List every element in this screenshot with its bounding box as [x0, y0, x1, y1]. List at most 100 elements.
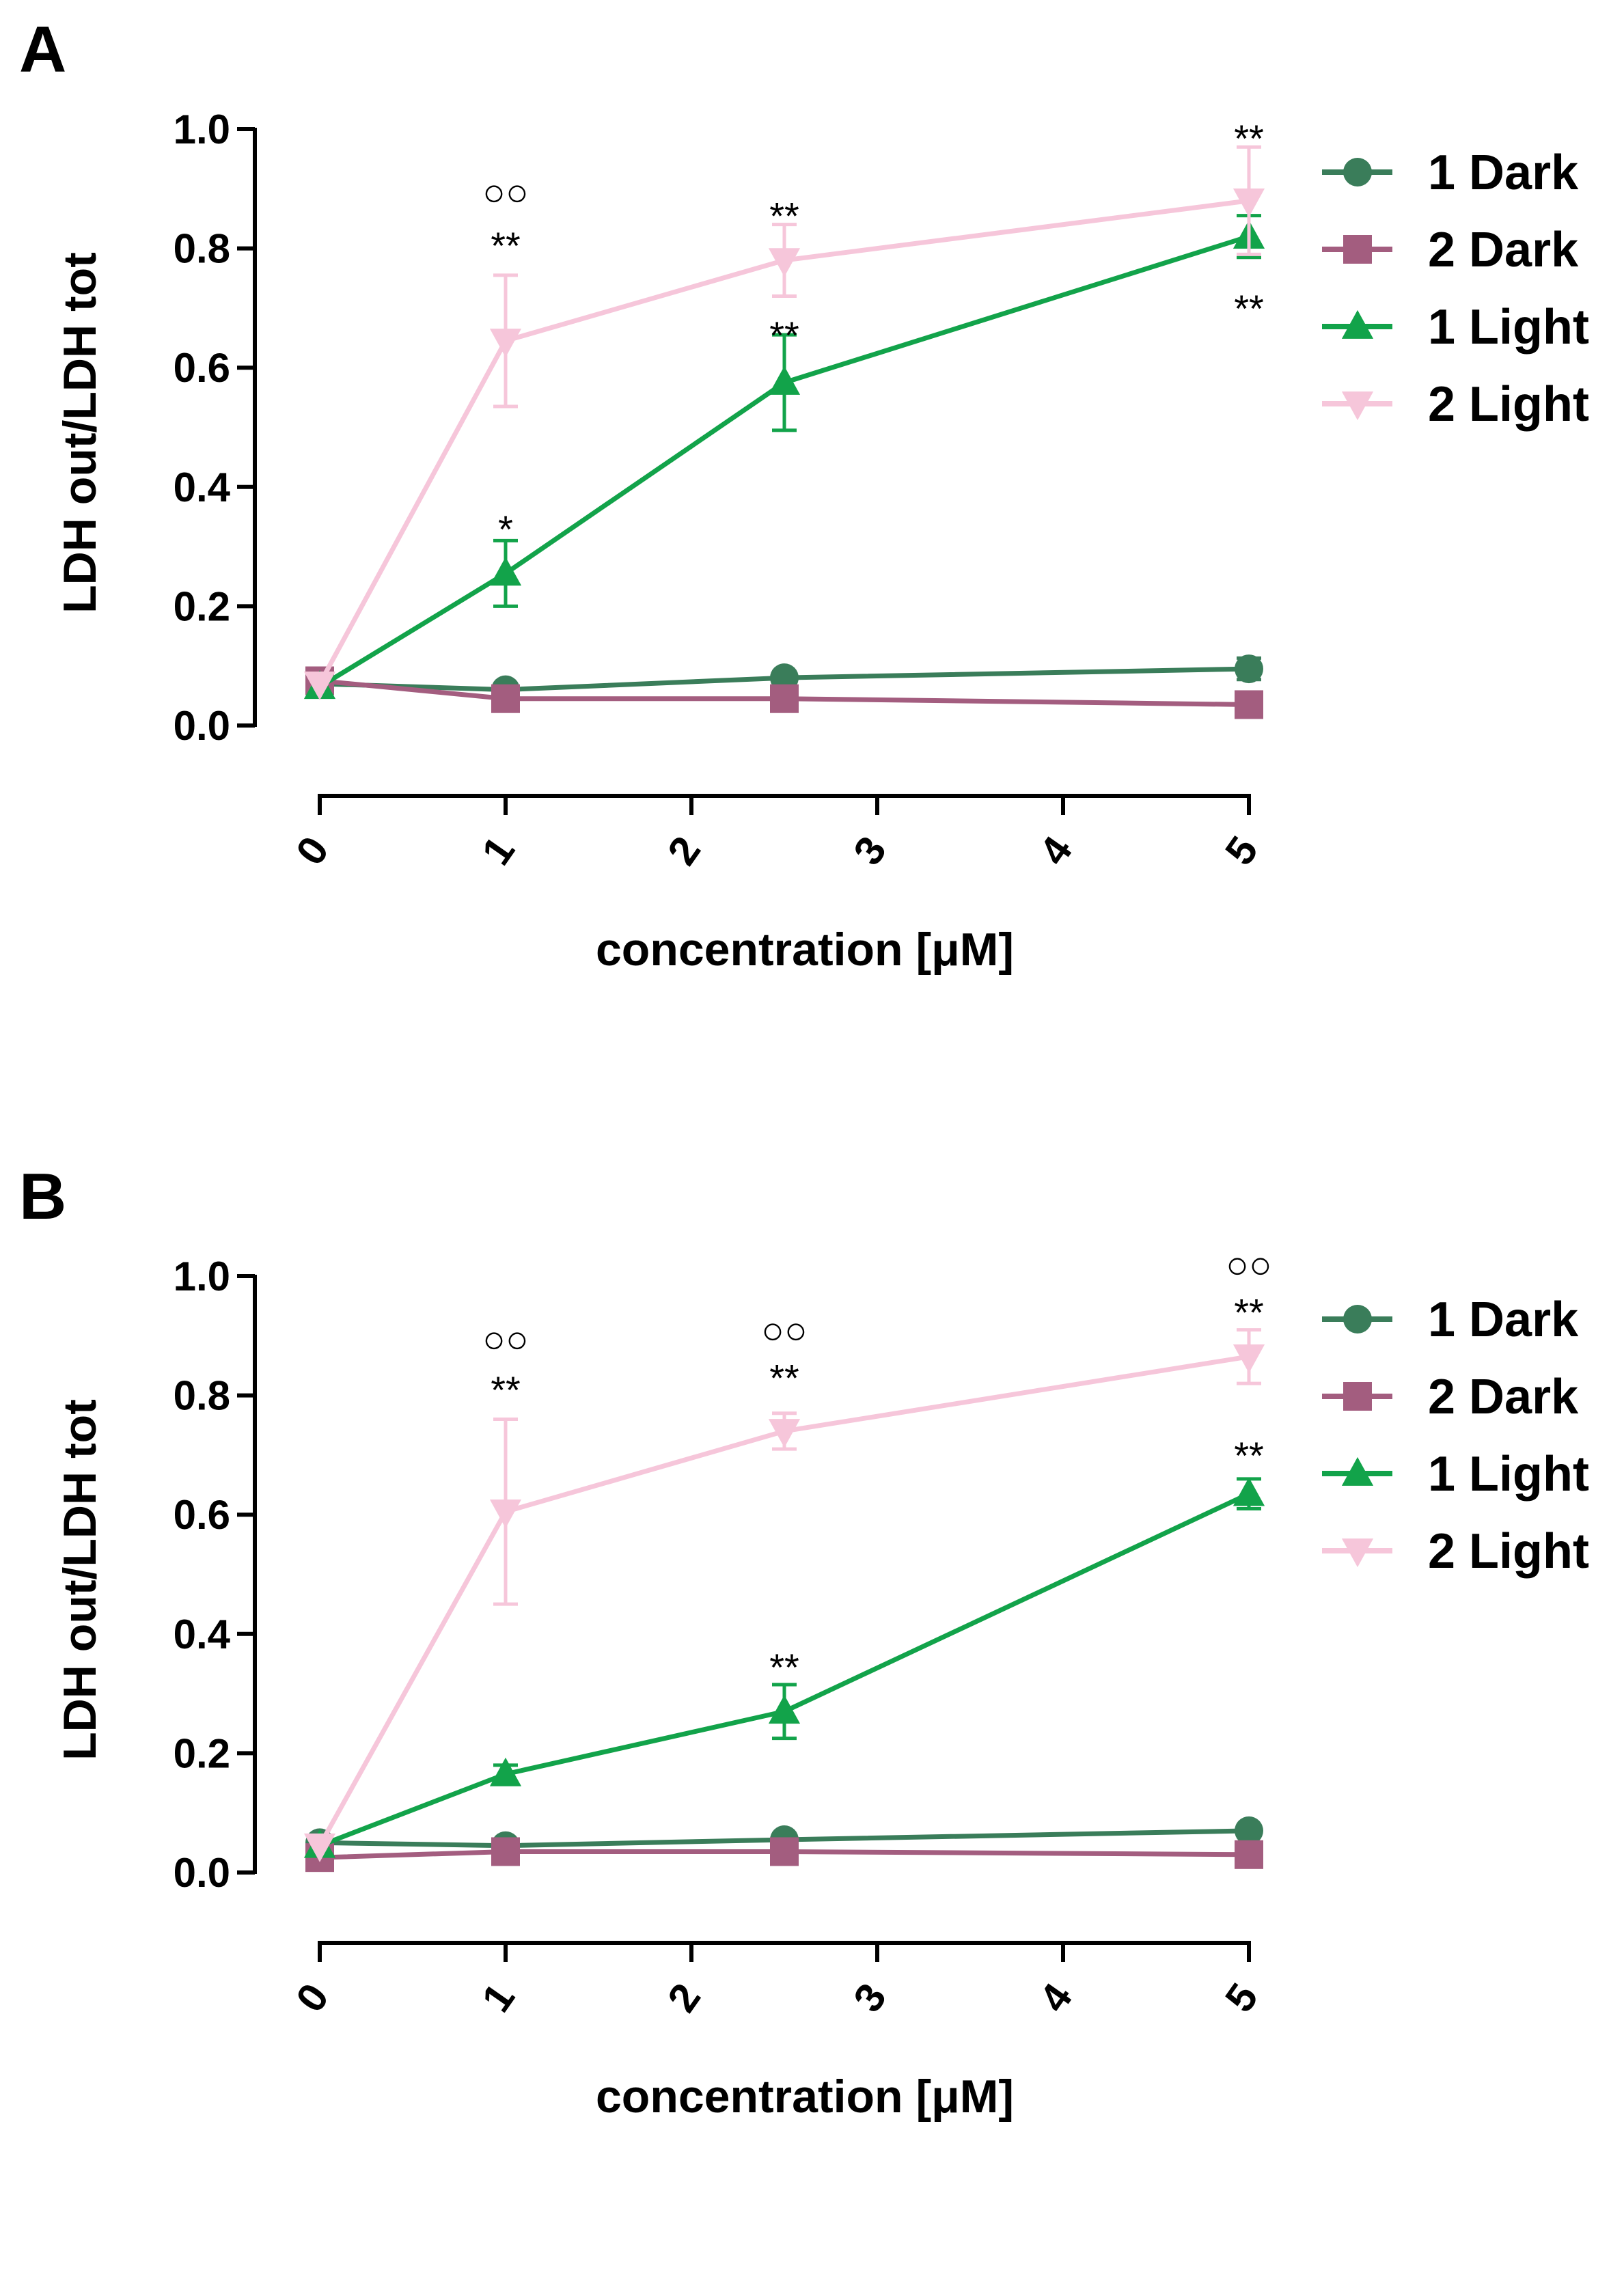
x-tick-label: 5: [1216, 1975, 1267, 2020]
data-point: [1233, 1344, 1265, 1374]
y-axis-title: LDH out/LDH tot: [54, 1399, 106, 1760]
significance-mark: ○○: [482, 1318, 529, 1361]
data-point: [1235, 1840, 1263, 1869]
series-line: [317, 1354, 1250, 1847]
data-point: [303, 672, 336, 701]
x-tick-label: 0: [287, 1975, 338, 2020]
significance-mark: **: [769, 1646, 799, 1689]
data-point: [768, 248, 801, 277]
legend-label: 2 Light: [1428, 377, 1589, 432]
legend-label: 2 Dark: [1428, 223, 1579, 277]
x-tick-label: 1: [473, 828, 523, 873]
legend-marker: [1343, 158, 1372, 186]
y-tick-label: 0.8: [174, 226, 230, 272]
series-2-light: [303, 145, 1265, 701]
legend-marker: [1341, 309, 1374, 339]
data-point: [770, 684, 799, 713]
y-tick-label: 0.0: [174, 1850, 230, 1896]
legend-item: 1 Light: [1322, 300, 1589, 355]
data-point: [768, 365, 801, 395]
significance-mark: ○○: [482, 171, 529, 214]
chart-b-svg: B 0.0 0.2 0.4 0.6 0.8 1.0 LDH out/LDH tot 0 1 2 3 4 5…: [19, 1160, 1589, 2123]
x-tick-label: 5: [1216, 828, 1267, 873]
x-tick-label: 2: [659, 1975, 709, 2020]
y-tick-label: 0.4: [174, 1612, 231, 1657]
chart-panel-b: B 0.0 0.2 0.4 0.6 0.8 1.0 LDH out/LDH tot 0 1 2 3 4 5…: [0, 1147, 1624, 2294]
legend-label: 1 Dark: [1428, 1293, 1579, 1347]
y-tick-label: 0.2: [174, 583, 230, 629]
series-line: [319, 666, 1250, 693]
significance-mark: ○○: [1226, 1243, 1272, 1286]
series-2-light: [303, 1328, 1265, 1862]
series-1-light: [303, 1477, 1265, 1858]
y-tick-label: 0.4: [174, 465, 231, 510]
x-tick-label: 4: [1030, 828, 1081, 873]
significance-mark: **: [1234, 1434, 1264, 1477]
legend-item: 1 Light: [1322, 1447, 1589, 1502]
legend-label: 2 Dark: [1428, 1370, 1579, 1424]
data-point: [1233, 1477, 1265, 1506]
legend-label: 1 Dark: [1428, 146, 1579, 200]
series-line: [317, 198, 1250, 685]
data-point: [489, 329, 522, 358]
significance-mark: **: [491, 1368, 521, 1411]
significance-mark: **: [491, 224, 521, 267]
chart-a-svg: A 0.0 0.2 0.4 0.6 0.8 1.0 LDH out/LDH tot 0 1 2 3 4 5…: [19, 13, 1589, 976]
y-tick-label: 1.0: [174, 107, 230, 152]
data-point: [768, 1419, 801, 1448]
legend-item: 1 Dark: [1322, 1293, 1579, 1347]
x-tick-label: 3: [844, 828, 895, 873]
data-point: [489, 1499, 522, 1528]
legend-item: 2 Light: [1322, 1524, 1589, 1579]
significance-mark: ○○: [761, 1309, 808, 1352]
legend-label: 2 Light: [1428, 1524, 1589, 1579]
legend-marker: [1343, 1382, 1372, 1411]
x-axis-title: concentration [μM]: [596, 924, 1014, 976]
y-axis-title: LDH out/LDH tot: [54, 252, 106, 613]
legend-label: 1 Light: [1428, 1447, 1589, 1502]
legend-marker: [1343, 235, 1372, 264]
data-point: [489, 1757, 522, 1786]
data-point: [770, 1837, 799, 1866]
panel-letter: A: [19, 13, 66, 86]
data-point: [768, 1695, 801, 1724]
series-line: [319, 1849, 1250, 1860]
series-line: [318, 234, 1250, 689]
data-point: [491, 1837, 520, 1866]
legend-marker: [1341, 391, 1374, 421]
x-tick-label: 2: [659, 828, 709, 873]
x-tick-label: 1: [473, 1975, 523, 2020]
significance-mark: *: [498, 508, 513, 551]
data-point: [489, 557, 522, 586]
y-tick-label: 0.6: [174, 345, 230, 391]
y-tick-label: 0.0: [174, 703, 230, 749]
legend-marker: [1343, 1305, 1372, 1333]
legend-marker: [1341, 1456, 1374, 1486]
significance-mark: **: [1234, 1290, 1264, 1333]
x-tick-label: 4: [1030, 1975, 1081, 2020]
series-line: [319, 678, 1250, 707]
data-point: [1235, 1816, 1263, 1845]
panel-letter: B: [19, 1160, 66, 1233]
data-point: [1233, 188, 1265, 217]
legend-marker: [1341, 1538, 1374, 1568]
y-tick-label: 1.0: [174, 1254, 230, 1299]
y-tick-label: 0.2: [174, 1730, 230, 1776]
legend-item: 2 Light: [1322, 377, 1589, 432]
significance-mark: **: [769, 314, 799, 357]
significance-mark: **: [769, 195, 799, 238]
significance-mark: **: [769, 1356, 799, 1399]
y-tick-label: 0.6: [174, 1492, 230, 1538]
chart-panel-a: A 0.0 0.2 0.4 0.6 0.8 1.0 LDH out/LDH tot 0 1 2 3 4 5…: [19, 13, 1589, 976]
legend-label: 1 Light: [1428, 300, 1589, 355]
data-point: [303, 1833, 336, 1862]
significance-mark: **: [1234, 287, 1264, 330]
legend-item: 2 Dark: [1322, 1370, 1579, 1424]
x-tick-label: 0: [287, 828, 338, 873]
series-line: [319, 1828, 1250, 1849]
x-axis-title: concentration [μM]: [596, 2071, 1014, 2123]
data-point: [1235, 690, 1263, 719]
legend-item: 1 Dark: [1322, 146, 1579, 200]
significance-mark: **: [1234, 117, 1264, 160]
data-point: [491, 684, 520, 713]
